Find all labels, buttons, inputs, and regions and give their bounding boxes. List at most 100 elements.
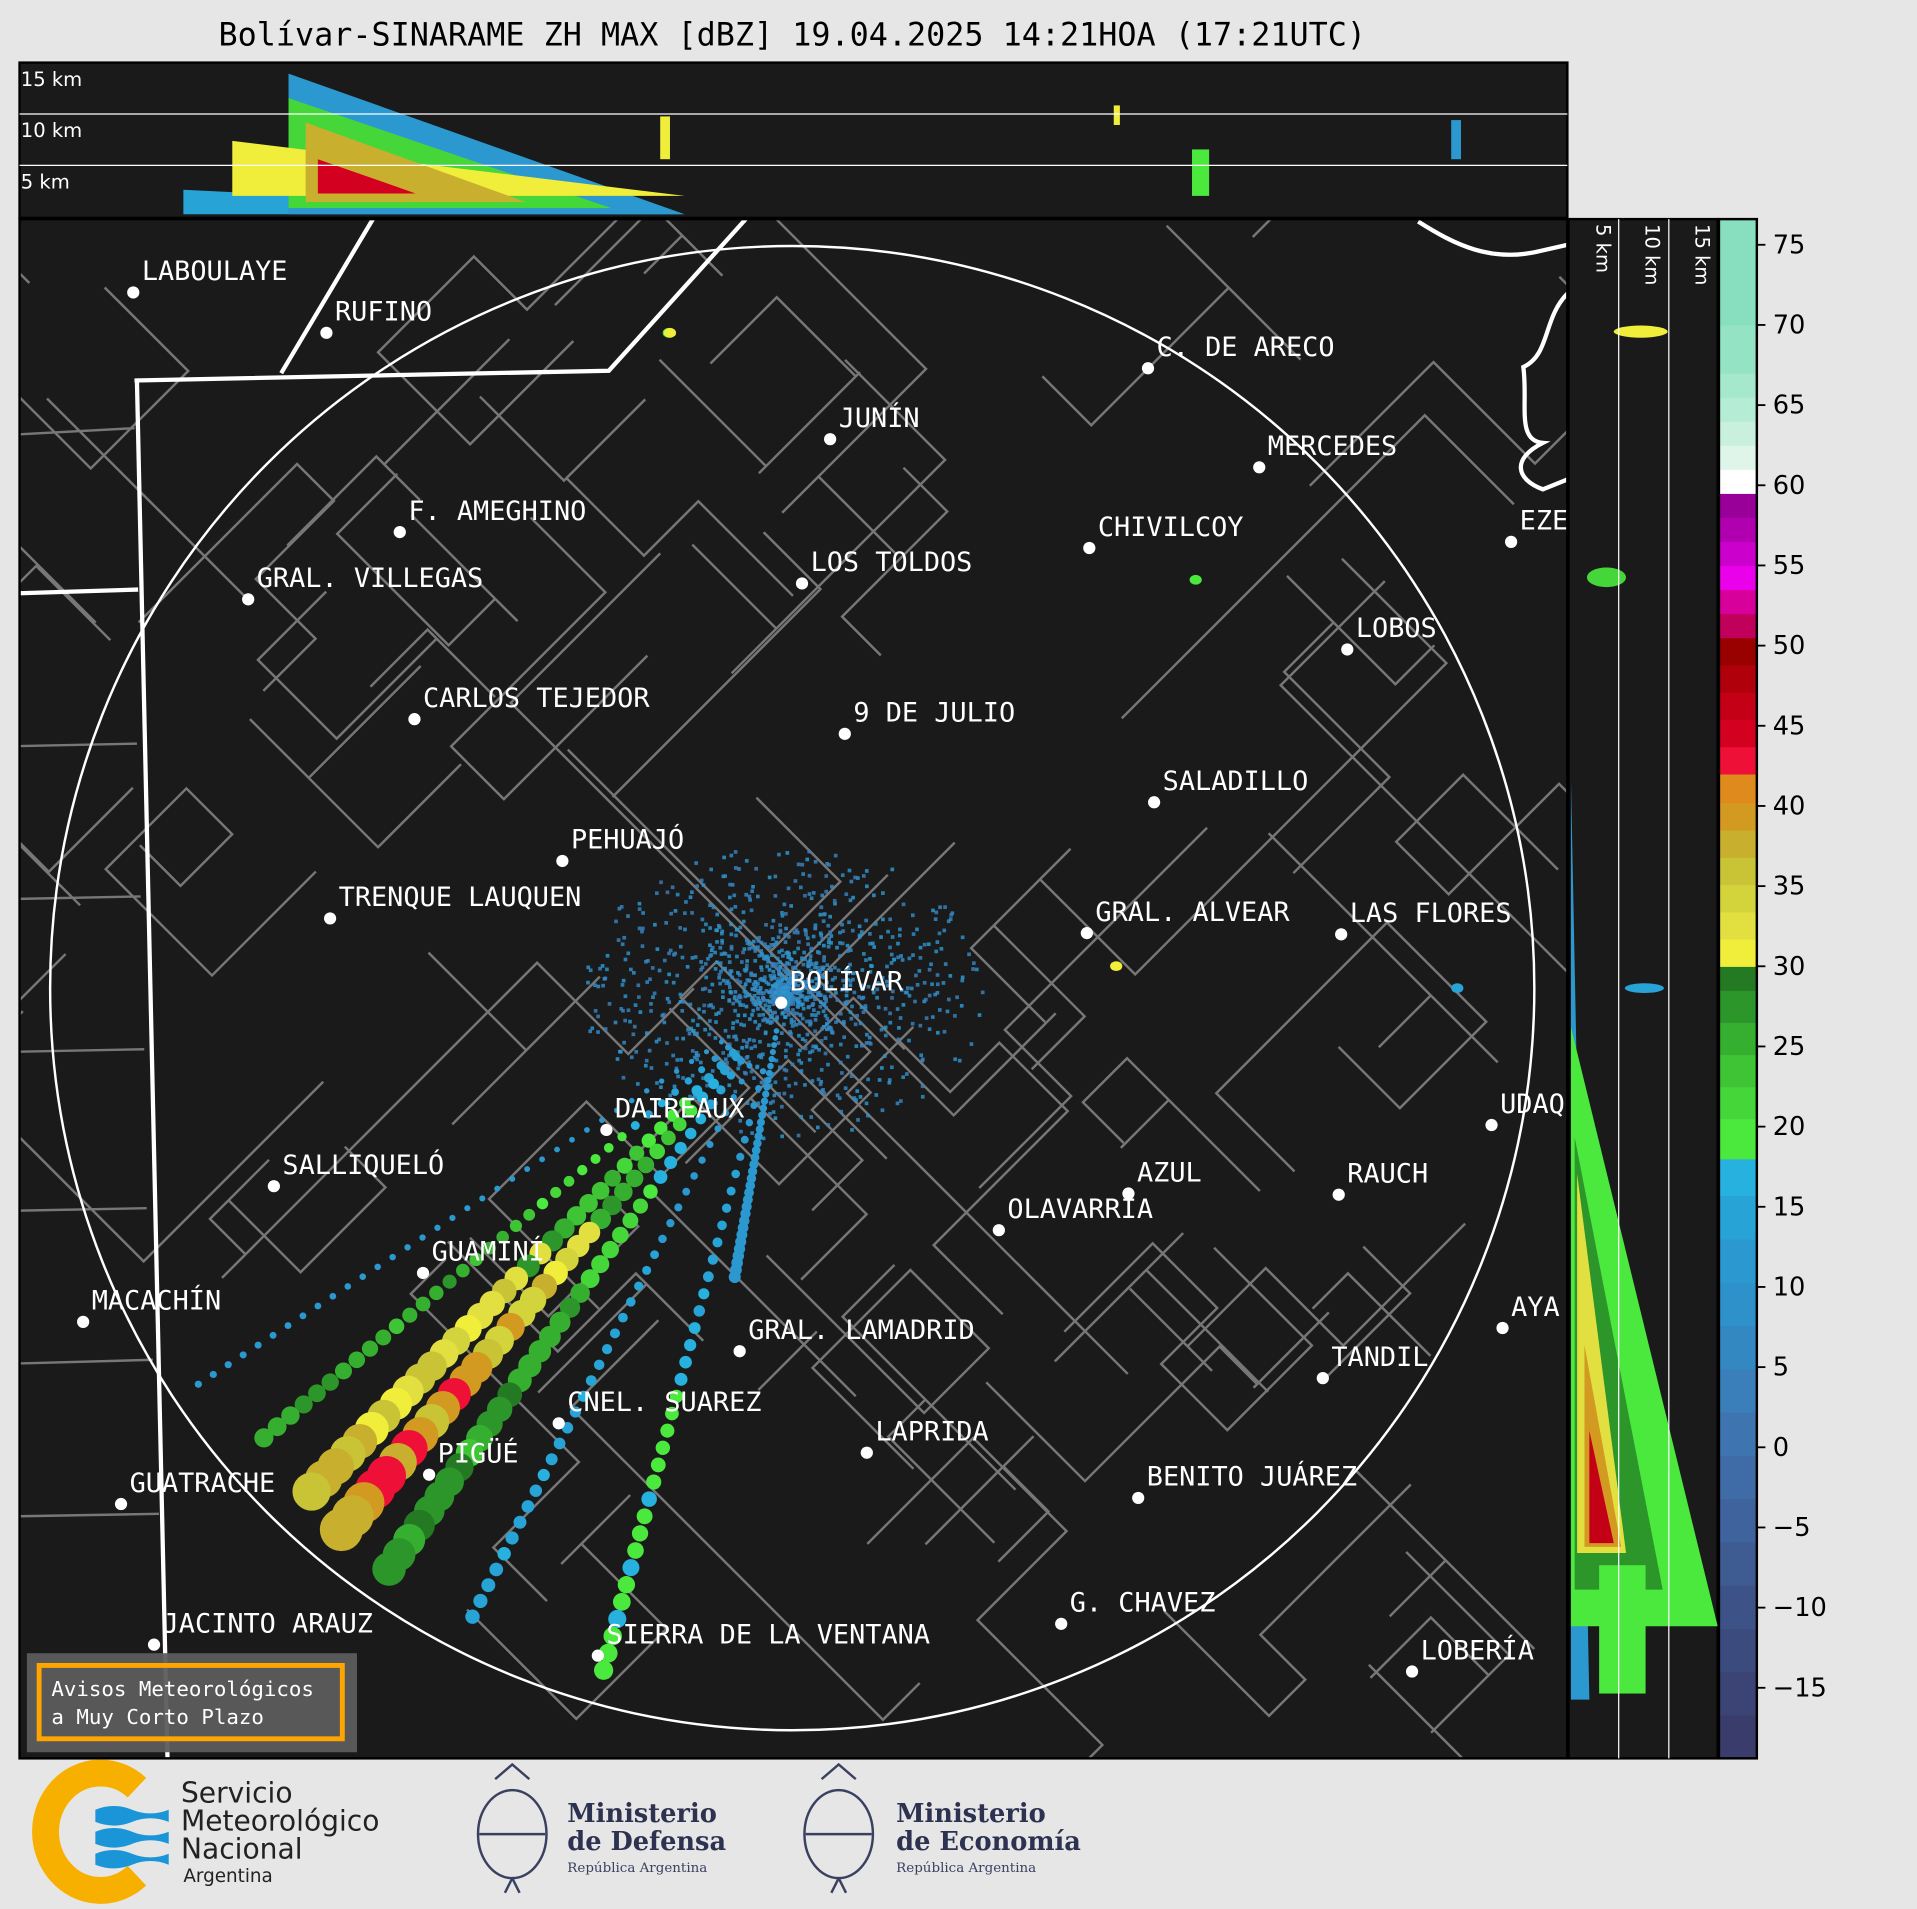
city-marker: EZE — [1504, 506, 1569, 548]
city-dot — [1496, 1321, 1509, 1335]
echo-cell — [695, 1113, 707, 1125]
colorbar-band — [1718, 613, 1757, 639]
echo-cell — [1110, 961, 1123, 972]
echo-cell — [736, 1152, 745, 1161]
echo-cell — [718, 1039, 725, 1045]
echo-cell — [625, 1169, 644, 1188]
echo-cell — [671, 1088, 680, 1096]
echo-cell — [745, 1118, 754, 1127]
echo-cell — [524, 1166, 531, 1173]
echo-cell — [755, 1085, 762, 1092]
echo-cell — [657, 1099, 666, 1108]
warning-box[interactable]: Avisos Meteorológicos a Muy Corto Plazo — [26, 1653, 357, 1753]
colorbar-band — [1718, 990, 1757, 1024]
city-label: TANDIL — [1331, 1342, 1428, 1373]
echo-cell — [591, 1255, 610, 1274]
city-label: MERCEDES — [1268, 431, 1397, 462]
city-marker: GRAL. LAMADRID — [733, 1315, 975, 1358]
city-label: PIGÜÉ — [438, 1437, 519, 1469]
city-label: RUFINO — [335, 297, 432, 328]
colorbar-tick-label: 75 — [1773, 230, 1806, 260]
colorbar-band — [1718, 1455, 1757, 1500]
colorbar-band — [1718, 966, 1757, 991]
echo-cell — [539, 1156, 546, 1163]
city-marker: CNEL. SUAREZ — [552, 1387, 761, 1430]
city-marker: PIGÜÉ — [423, 1437, 519, 1481]
echo-cell — [415, 1296, 431, 1312]
colorbar-tick-label: 35 — [1773, 872, 1806, 902]
echo-cell — [684, 1077, 693, 1085]
echo-cell — [618, 1312, 628, 1323]
echo-cell — [614, 1182, 633, 1202]
city-dot — [127, 286, 140, 299]
echo-cell — [673, 1068, 680, 1074]
echo-cell — [317, 159, 416, 194]
echo-cell — [612, 1226, 629, 1244]
echo-cell — [617, 1132, 627, 1142]
city-marker: SIERRA DE LA VENTANA — [591, 1619, 930, 1662]
city-label: SIERRA DE LA VENTANA — [606, 1619, 930, 1650]
city-dot — [267, 1180, 280, 1193]
echo-cell — [269, 1331, 277, 1339]
echo-cell — [577, 1164, 588, 1176]
city-dot — [114, 1497, 128, 1511]
echo-cell — [758, 1111, 767, 1120]
colorbar-tick-label: 20 — [1773, 1112, 1806, 1142]
city-marker: TANDIL — [1316, 1342, 1428, 1385]
echo-cell — [764, 1076, 772, 1084]
echo-cell — [617, 1576, 636, 1594]
echo-cell — [726, 1071, 736, 1080]
echo-cell — [716, 1085, 726, 1095]
echo-cell — [632, 1198, 649, 1214]
echo-cell — [284, 1322, 292, 1330]
city-label: F. AMEGHINO — [408, 496, 586, 527]
echo-cell — [674, 1141, 687, 1155]
radar-map[interactable]: LABOULAYE RUFINO C. DE ARECO JUNÍN MERCEDES F… — [0, 0, 1858, 1909]
city-dot — [838, 727, 851, 740]
precipitation-echoes — [194, 327, 1464, 1680]
echo-cell — [239, 1351, 247, 1359]
city-dot — [242, 593, 255, 606]
echo-cell — [627, 1542, 644, 1559]
echo-cell — [719, 1065, 730, 1076]
city-dot — [775, 996, 788, 1009]
echo-cell — [664, 1156, 678, 1169]
echo-cell — [772, 1035, 779, 1041]
city-label: LAPRIDA — [875, 1416, 988, 1447]
smn-waves-icon — [95, 1806, 169, 1869]
colorbar-tick-label: 60 — [1773, 471, 1806, 501]
colorbar-tick-label: 70 — [1773, 310, 1806, 340]
city-dot — [416, 1266, 430, 1280]
echo-cell — [479, 1195, 486, 1202]
smn-logo: Servicio Meteorológico Nacional Argentin… — [32, 1759, 380, 1904]
echo-cell — [637, 1156, 655, 1174]
echo-cell — [509, 1175, 516, 1182]
echo-cell — [591, 1181, 610, 1200]
city-dot — [1405, 1665, 1419, 1678]
colorbar-band — [1718, 1715, 1757, 1759]
city-marker: RAUCH — [1332, 1159, 1428, 1201]
clutter-echoes — [586, 849, 985, 1141]
echo-cell — [319, 1508, 363, 1552]
echo-cell — [666, 1219, 675, 1228]
city-markers: LABOULAYE RUFINO C. DE ARECO JUNÍN MERCEDES F… — [77, 256, 1569, 1678]
city-dot — [1504, 535, 1518, 548]
city-label: BOLÍVAR — [790, 966, 904, 998]
city-dot — [733, 1345, 746, 1358]
city-label: LOS TOLDOS — [811, 547, 973, 578]
city-marker: LOS TOLDOS — [795, 547, 973, 590]
smn-line-2: Meteorológico — [181, 1804, 380, 1837]
side-height-label-10km: 10 km — [1641, 224, 1664, 285]
echo-cell — [359, 1273, 367, 1280]
city-label: LOBERÍA — [1421, 1634, 1534, 1666]
city-label: EZE — [1520, 506, 1569, 537]
echo-cell — [292, 1472, 331, 1511]
echo-cell — [705, 1099, 716, 1110]
side-height-label-5km: 5 km — [1592, 224, 1615, 273]
echo-cell — [374, 1263, 381, 1271]
city-label: JUNÍN — [839, 402, 920, 434]
echo-cell — [740, 1135, 749, 1144]
colorbar-band — [1718, 469, 1757, 494]
city-label: OLAVARRÍA — [1007, 1193, 1153, 1225]
echo-cell — [665, 1406, 679, 1421]
